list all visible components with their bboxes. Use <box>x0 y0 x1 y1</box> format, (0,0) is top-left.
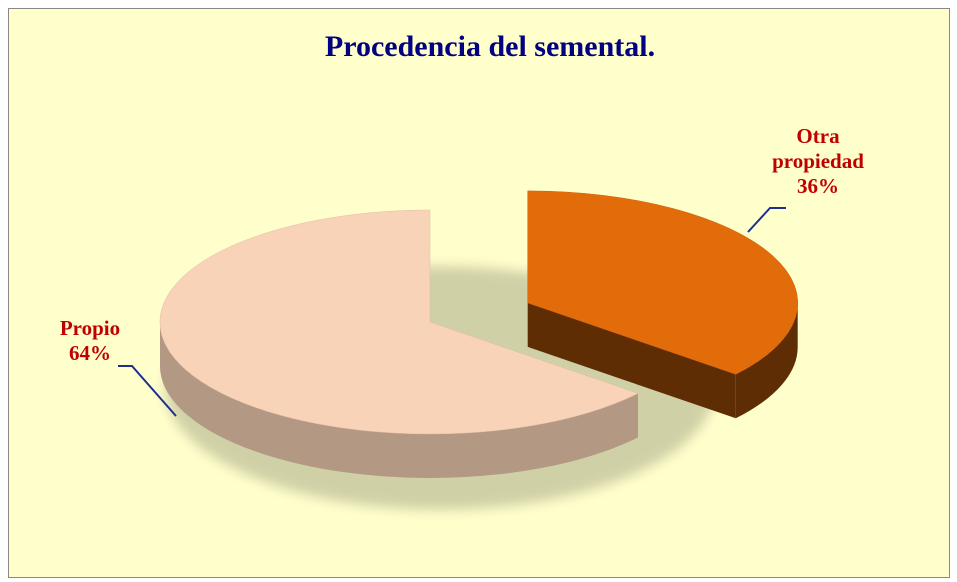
chart-title: Procedencia del semental. <box>325 30 655 63</box>
label-value: 36% <box>797 174 839 198</box>
leader-line <box>747 207 786 233</box>
slice-side <box>160 322 638 478</box>
slice-wall <box>527 302 736 419</box>
data-label: Propio 64% <box>30 316 150 366</box>
slice <box>527 190 799 375</box>
leader-line <box>118 365 177 417</box>
data-label: Otra propiedad 36% <box>758 124 878 199</box>
label-category: Otra propiedad <box>772 124 864 173</box>
slice-side <box>735 302 798 419</box>
label-value: 64% <box>69 341 111 365</box>
slice <box>159 209 639 435</box>
label-category: Propio <box>59 316 121 340</box>
